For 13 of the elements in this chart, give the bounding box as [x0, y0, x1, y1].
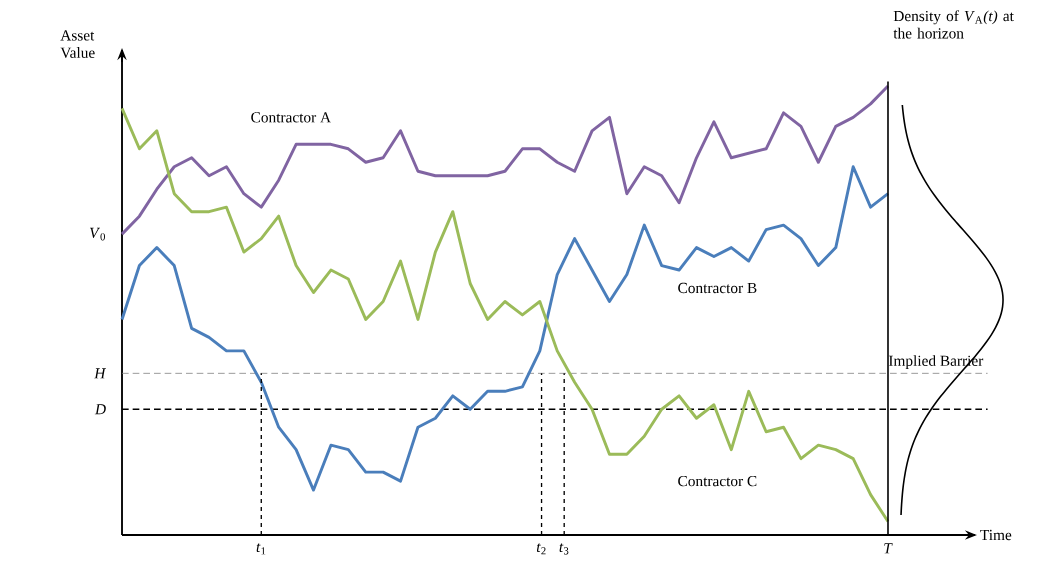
- text: V$_{0}$: [89, 227, 105, 241]
- text: Contractor C: [678, 475, 757, 487]
- series-label: Contractor B: [678, 282, 757, 294]
- series-label: Contractor A: [251, 112, 331, 123]
- text: D: [94, 404, 106, 415]
- text: H: [94, 368, 107, 379]
- text: t$_{2}$: [536, 543, 546, 555]
- text: T: [884, 543, 893, 554]
- text: t$_{1}$: [256, 543, 266, 555]
- text: Time: [980, 529, 1012, 541]
- text: t$_{3}$: [559, 543, 569, 555]
- text: Density of V$_{A}$(t) at the horizon: [893, 10, 1014, 39]
- y-axis-title: Asset Value: [60, 30, 95, 58]
